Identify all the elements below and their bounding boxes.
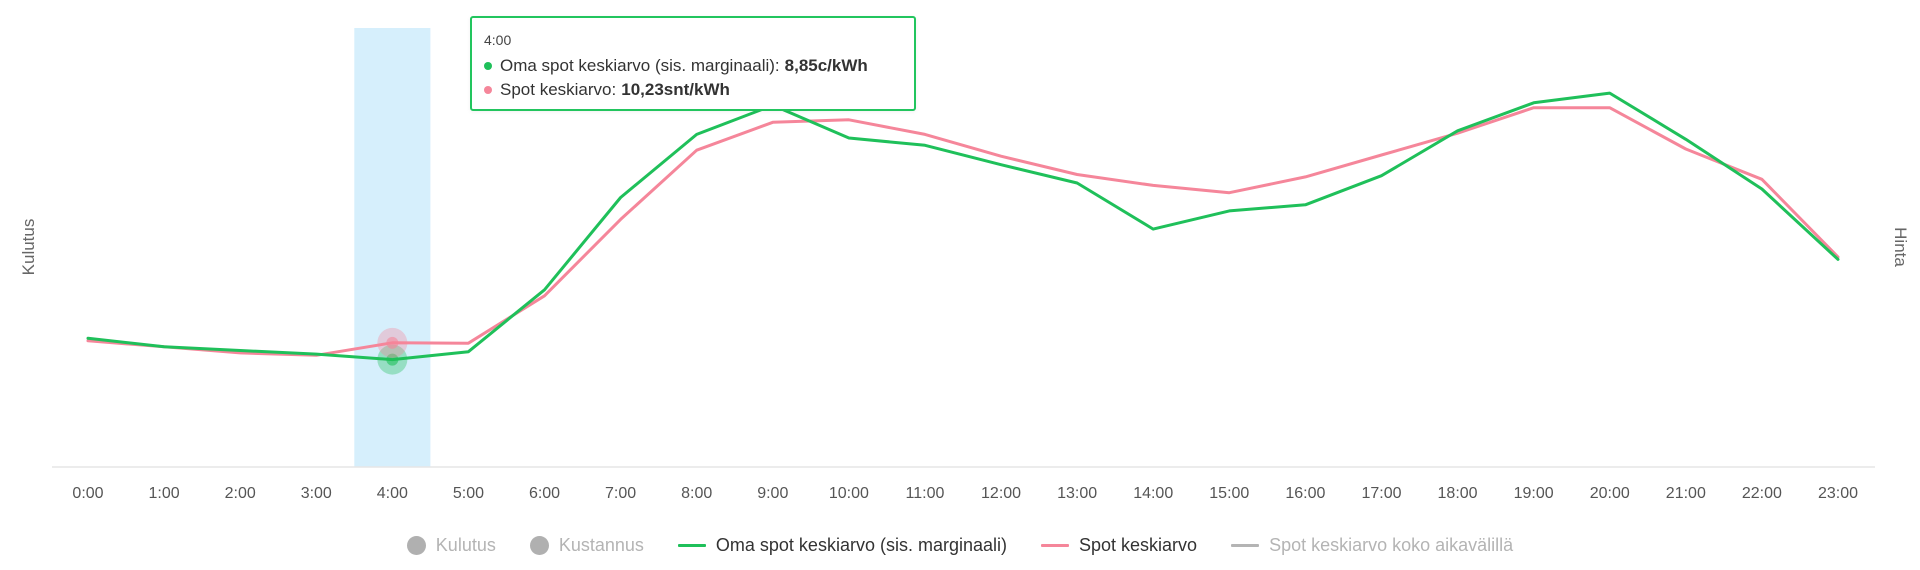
x-tick-label: 13:00 <box>1057 485 1097 502</box>
x-tick-label: 21:00 <box>1666 485 1706 502</box>
x-tick-label: 2:00 <box>225 485 256 502</box>
x-tick-label: 14:00 <box>1133 485 1173 502</box>
legend-label-spot: Spot keskiarvo <box>1079 534 1198 555</box>
x-tick-label: 6:00 <box>529 485 560 502</box>
x-tick-label: 22:00 <box>1742 485 1782 502</box>
marker-spot <box>386 336 399 349</box>
series-line-spot <box>86 106 1840 357</box>
y-axis-label-left: Kulutus <box>19 219 38 276</box>
tooltip: 4:00 Oma spot keskiarvo (sis. marginaali… <box>470 16 916 111</box>
x-tick-label: 20:00 <box>1590 485 1630 502</box>
x-tick-label: 1:00 <box>149 485 180 502</box>
x-tick-label: 11:00 <box>906 485 945 502</box>
highlight-band <box>354 28 431 467</box>
line-icon <box>1041 543 1069 547</box>
chart-legend: Kulutus Kustannus Oma spot keskiarvo (si… <box>0 530 1920 560</box>
tooltip-value-oma-spot: 8,85c/kWh <box>784 56 868 75</box>
x-tick-label: 12:00 <box>981 485 1021 502</box>
tooltip-title: 4:00 <box>484 32 512 48</box>
legend-label-kulutus: Kulutus <box>435 534 496 555</box>
x-tick-label: 4:00 <box>377 485 408 502</box>
tooltip-dot-icon-oma-spot <box>484 62 492 70</box>
legend-item-oma-spot[interactable]: Oma spot keskiarvo (sis. marginaali) <box>677 534 1007 556</box>
line-icon <box>1231 543 1260 547</box>
legend-label-kustannus: Kustannus <box>558 534 644 555</box>
x-tick-label: 3:00 <box>301 485 332 502</box>
tooltip-label-oma-spot: Oma spot keskiarvo (sis. marginaali): <box>500 56 780 75</box>
x-tick-label: 7:00 <box>605 485 636 502</box>
tooltip-row-spot: Spot keskiarvo: 10,23snt/kWh <box>484 78 900 102</box>
legend-item-spot[interactable]: Spot keskiarvo <box>1041 535 1197 556</box>
legend-item-kustannus[interactable]: Kustannus <box>529 534 644 556</box>
x-tick-label: 23:00 <box>1818 485 1858 502</box>
x-tick-label: 19:00 <box>1514 485 1554 502</box>
legend-label-spot-koko-aikavali: Spot keskiarvo koko aikavälillä <box>1269 534 1514 555</box>
tooltip-value-spot: 10,23snt/kWh <box>621 80 730 99</box>
x-tick-label: 8:00 <box>681 485 712 502</box>
x-tick-label: 10:00 <box>829 485 869 502</box>
line-icon <box>677 543 706 547</box>
legend-item-kulutus[interactable]: Kulutus <box>406 534 496 556</box>
x-tick-label: 17:00 <box>1361 485 1401 502</box>
x-tick-label: 5:00 <box>453 485 484 502</box>
x-tick-label: 15:00 <box>1209 485 1249 502</box>
legend-label-oma-spot: Oma spot keskiarvo (sis. marginaali) <box>715 534 1007 555</box>
x-tick-label: 16:00 <box>1285 485 1325 502</box>
tooltip-row-oma-spot: Oma spot keskiarvo (sis. marginaali): 8,… <box>484 54 900 78</box>
circle-icon <box>529 535 549 555</box>
y-axis-label-right: Hinta <box>1891 227 1910 267</box>
series-line-oma-spot <box>86 91 1840 362</box>
x-tick-label: 18:00 <box>1438 485 1478 502</box>
tooltip-dot-icon-spot <box>484 86 492 94</box>
x-tick-label: 0:00 <box>72 485 103 502</box>
legend-item-spot-koko-aikavali[interactable]: Spot keskiarvo koko aikavälillä <box>1231 535 1513 556</box>
marker-oma-spot <box>386 353 399 366</box>
circle-icon <box>406 535 426 555</box>
tooltip-label-spot: Spot keskiarvo: <box>500 80 617 99</box>
x-tick-label: 9:00 <box>757 485 788 502</box>
